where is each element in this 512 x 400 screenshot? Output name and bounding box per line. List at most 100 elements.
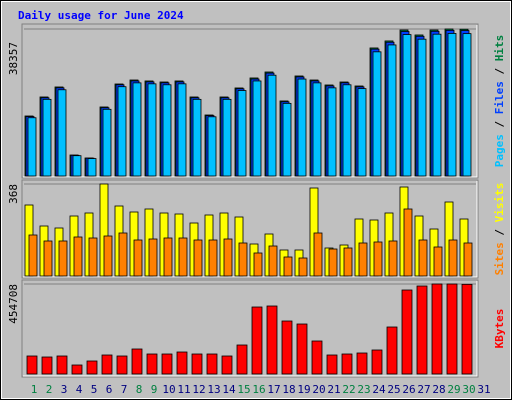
bar — [58, 240, 68, 277]
x-tick-label: 30 — [462, 383, 475, 396]
legend-entry: KBytes — [493, 309, 506, 349]
bar — [283, 256, 293, 277]
bar — [56, 355, 68, 375]
bar — [87, 158, 97, 177]
bar — [401, 289, 413, 375]
bar — [313, 232, 323, 277]
x-tick-label: 10 — [162, 383, 175, 396]
chart-title: Daily usage for June 2024 — [18, 9, 184, 22]
x-tick-label: 31 — [477, 383, 490, 396]
x-tick-label: 12 — [192, 383, 205, 396]
bar — [358, 242, 368, 277]
bar — [177, 83, 187, 177]
bar — [296, 323, 308, 375]
bar — [356, 352, 368, 375]
x-tick-label: 9 — [151, 383, 158, 396]
bar — [192, 98, 202, 177]
bar — [341, 353, 353, 375]
legend-separator: / — [493, 114, 506, 134]
bar — [282, 102, 292, 177]
y-tick-label: 368 — [7, 184, 20, 204]
bar — [461, 283, 473, 375]
x-tick-label: 19 — [297, 383, 310, 396]
bar — [72, 155, 82, 177]
bar — [462, 33, 472, 177]
bar — [86, 360, 98, 375]
bar — [327, 87, 337, 177]
bar — [298, 257, 308, 277]
bar — [117, 86, 127, 177]
x-tick-label: 15 — [237, 383, 250, 396]
bar — [71, 364, 83, 375]
bar — [342, 84, 352, 177]
bar — [27, 117, 37, 177]
bar — [432, 33, 442, 177]
bar — [133, 239, 143, 277]
x-tick-label: 20 — [312, 383, 325, 396]
legend: Sites / Visits — [493, 183, 506, 276]
y-tick-label: 454708 — [7, 284, 20, 324]
legend-entry: Files — [493, 81, 506, 114]
panel-bevel — [23, 181, 478, 278]
bar — [343, 247, 353, 277]
x-tick-label: 8 — [136, 383, 143, 396]
bar — [251, 306, 263, 375]
bar — [222, 98, 232, 177]
legend-separator: / — [493, 61, 506, 81]
bar — [446, 283, 458, 375]
legend: Pages / Files / Hits — [493, 35, 506, 168]
panel-bevel — [23, 25, 478, 178]
x-tick-label: 25 — [387, 383, 400, 396]
x-tick-label: 23 — [357, 383, 370, 396]
bar — [102, 108, 112, 177]
legend-entry: Hits — [493, 35, 506, 62]
bar — [237, 90, 247, 177]
bar — [266, 305, 278, 375]
bar — [41, 356, 53, 375]
bar — [207, 116, 217, 177]
bar — [148, 238, 158, 277]
bar — [433, 246, 443, 277]
x-tick-label: 6 — [106, 383, 113, 396]
bar — [268, 245, 278, 277]
x-tick-label: 4 — [76, 383, 83, 396]
bar — [223, 238, 233, 277]
x-tick-label: 28 — [432, 383, 445, 396]
bar — [163, 237, 173, 277]
bar — [176, 351, 188, 375]
bar — [447, 33, 457, 177]
x-tick-label: 17 — [267, 383, 280, 396]
bar — [26, 355, 38, 375]
x-tick-label: 18 — [282, 383, 295, 396]
bar — [357, 88, 367, 177]
bar — [267, 74, 277, 177]
bar — [208, 239, 218, 277]
bar — [116, 355, 128, 375]
legend-entry: Pages — [493, 134, 506, 167]
bar — [312, 82, 322, 177]
bar — [253, 252, 263, 277]
x-tick-label: 11 — [177, 383, 190, 396]
bar — [28, 234, 38, 277]
bar — [132, 82, 142, 177]
x-tick-label: 2 — [46, 383, 53, 396]
bar — [178, 237, 188, 277]
x-tick-label: 27 — [417, 383, 430, 396]
bar — [252, 80, 262, 177]
legend-separator: / — [493, 222, 506, 242]
x-tick-label: 22 — [342, 383, 355, 396]
bar — [372, 51, 382, 177]
bar — [387, 44, 397, 177]
legend-entry: Sites — [493, 242, 506, 275]
bar — [463, 242, 473, 277]
x-tick-label: 7 — [121, 383, 128, 396]
x-tick-label: 3 — [61, 383, 68, 396]
legend-entry: Visits — [493, 183, 506, 223]
bar — [416, 285, 428, 375]
bar — [88, 237, 98, 277]
bar — [73, 236, 83, 277]
x-tick-label: 26 — [402, 383, 415, 396]
